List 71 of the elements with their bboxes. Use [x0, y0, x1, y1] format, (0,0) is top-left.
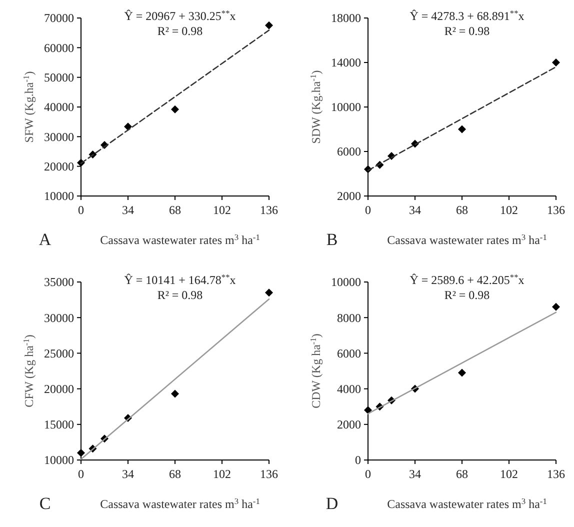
x-tick-label: 136 — [547, 203, 565, 217]
x-tick-label: 0 — [365, 203, 371, 217]
y-tick-label: 30000 — [44, 130, 74, 144]
point — [77, 448, 85, 457]
y-tick-label: 0 — [355, 453, 361, 468]
x-tick-label: 102 — [213, 203, 231, 217]
y-tick-label: 20000 — [44, 382, 74, 396]
point — [265, 288, 273, 297]
y-tick-label: 14000 — [331, 56, 361, 70]
point — [364, 406, 372, 414]
y-tick-label: 8000 — [337, 310, 361, 325]
x-tick-label: 102 — [500, 467, 518, 481]
x-tick-label: 136 — [547, 467, 565, 481]
text: B — [326, 230, 338, 249]
x-axis-title: Cassava wastewater rates m$^{3}$ ha$^{-1}$ — [387, 496, 547, 511]
point — [265, 21, 273, 30]
text: D — [326, 494, 338, 513]
point — [552, 302, 560, 311]
y-tick-label: 60000 — [44, 40, 74, 55]
y-tick-label: 10000 — [331, 275, 361, 290]
x-tick-label: 136 — [260, 467, 278, 481]
x-tick-label: 34 — [122, 203, 134, 217]
x-tick-label: 34 — [409, 467, 421, 481]
annotation: Ŷ = 4278.3 + 68.891$^{**}$x — [410, 8, 524, 23]
y-tick-label: 10000 — [44, 453, 74, 468]
x-axis-title: Cassava wastewater rates m$^{3}$ ha$^{-1}$ — [100, 496, 260, 511]
annotation: Ŷ = 2589.6 + 42.205$^{**}$x — [410, 272, 524, 287]
point — [552, 58, 560, 66]
y-tick-label: 6000 — [337, 346, 361, 360]
y-tick-label: 10000 — [44, 189, 74, 204]
y-tick-label: 50000 — [44, 70, 74, 85]
y-tick-label: 2000 — [337, 189, 361, 204]
annotation: R² = 0.98 — [444, 288, 490, 302]
y-tick-label: 30000 — [44, 310, 74, 325]
x-tick-label: 0 — [78, 467, 84, 481]
point — [171, 390, 179, 398]
y-tick-label: 35000 — [44, 275, 74, 290]
x-tick-label: 102 — [213, 467, 231, 481]
x-tick-label: 68 — [456, 203, 468, 217]
x-tick-label: 68 — [169, 467, 181, 481]
x-tick-label: 102 — [500, 203, 518, 217]
y-tick-label: 25000 — [44, 346, 74, 360]
text: A — [38, 230, 52, 249]
point — [458, 125, 466, 134]
point — [124, 122, 132, 131]
x-tick-label: 0 — [365, 467, 371, 481]
annotation: Ŷ = 10141 + 164.78$^{**}$x — [124, 272, 236, 287]
x-axis-title: Cassava wastewater rates m$^{3}$ ha$^{-1}$ — [100, 232, 260, 247]
y-tick-label: 15000 — [44, 418, 74, 432]
y-tick-label: 4000 — [337, 382, 361, 396]
annotation: R² = 0.98 — [444, 24, 490, 38]
y-tick-label: 70000 — [44, 11, 74, 26]
x-tick-label: 68 — [169, 203, 181, 217]
x-tick-label: 34 — [409, 203, 421, 217]
point — [458, 368, 466, 377]
annotation: R² = 0.98 — [157, 24, 203, 38]
y-tick-label: 18000 — [331, 11, 361, 26]
annotation: R² = 0.98 — [157, 288, 203, 302]
x-tick-label: 0 — [78, 203, 84, 217]
y-tick-label: 40000 — [44, 100, 74, 114]
y-tick-label: 2000 — [337, 418, 361, 432]
annotation: Ŷ = 20967 + 330.25$^{**}$x — [124, 8, 236, 23]
y-tick-label: 20000 — [44, 160, 74, 174]
text: C — [39, 494, 51, 513]
x-axis-title: Cassava wastewater rates m$^{3}$ ha$^{-1}$ — [387, 232, 547, 247]
y-tick-label: 10000 — [331, 100, 361, 114]
x-tick-label: 68 — [456, 467, 468, 481]
x-tick-label: 34 — [122, 467, 134, 481]
y-tick-label: 6000 — [337, 144, 361, 159]
point — [171, 105, 179, 114]
x-tick-label: 136 — [260, 203, 278, 217]
